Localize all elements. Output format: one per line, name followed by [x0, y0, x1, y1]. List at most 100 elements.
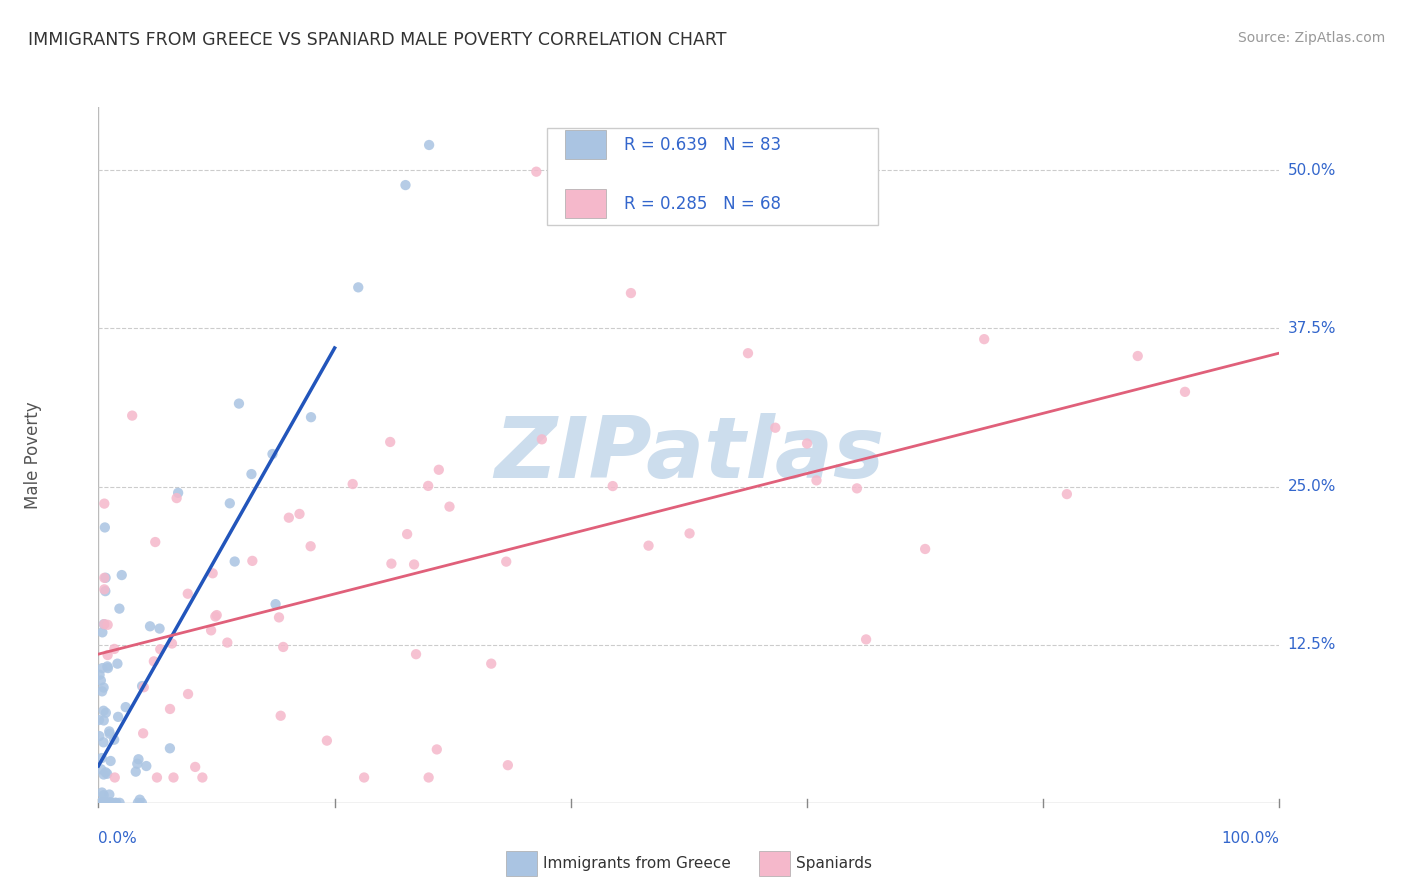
Point: [90, 796, 112, 810]
Point: [160, 636, 183, 650]
Point: [270, 708, 292, 723]
Point: [149, 642, 172, 657]
Point: [135, 759, 157, 773]
Point: [100, 796, 122, 810]
Point: [973, 332, 995, 346]
Point: [107, 710, 129, 724]
Point: [93, 582, 115, 597]
Point: [93, 681, 115, 695]
Point: [143, 535, 166, 549]
Point: [191, 771, 214, 785]
Point: [94, 765, 117, 780]
Point: [96, 659, 118, 673]
Point: [796, 436, 818, 450]
Point: [108, 601, 131, 615]
Point: [184, 760, 207, 774]
Point: [127, 752, 149, 766]
Point: [162, 771, 184, 785]
Point: [347, 280, 370, 294]
Point: [103, 642, 125, 657]
Point: [93, 497, 115, 511]
Point: [87, 713, 110, 727]
Point: [166, 491, 188, 505]
Point: [89, 796, 111, 810]
Point: [264, 597, 287, 611]
Point: [94, 520, 117, 534]
Text: R = 0.285   N = 68: R = 0.285 N = 68: [624, 194, 780, 213]
Point: [240, 467, 263, 481]
Point: [93, 796, 115, 810]
Point: [103, 732, 125, 747]
Point: [200, 624, 222, 638]
Text: Source: ZipAtlas.com: Source: ZipAtlas.com: [1237, 31, 1385, 45]
Point: [93, 714, 115, 728]
Point: [100, 796, 122, 810]
Point: [763, 421, 786, 435]
Point: [479, 657, 502, 671]
Point: [177, 587, 200, 601]
Point: [315, 733, 337, 747]
Point: [224, 555, 246, 569]
Point: [602, 479, 624, 493]
Point: [91, 684, 114, 698]
Point: [177, 687, 200, 701]
Point: [806, 474, 828, 488]
Point: [495, 555, 517, 569]
Point: [91, 785, 114, 799]
Point: [217, 635, 239, 649]
Point: [404, 558, 426, 572]
Text: 37.5%: 37.5%: [1288, 321, 1336, 336]
Point: [427, 463, 450, 477]
Point: [127, 796, 149, 810]
Text: Spaniards: Spaniards: [796, 856, 872, 871]
Point: [394, 178, 416, 192]
Point: [342, 477, 364, 491]
Point: [426, 742, 449, 756]
Point: [91, 796, 114, 810]
Point: [93, 796, 115, 810]
Point: [228, 396, 250, 410]
Point: [93, 617, 115, 632]
Point: [91, 661, 114, 675]
Point: [94, 706, 117, 720]
Point: [89, 796, 111, 810]
Point: [93, 796, 115, 810]
Point: [100, 796, 122, 810]
Point: [262, 447, 284, 461]
Point: [132, 680, 155, 694]
Point: [148, 622, 170, 636]
Point: [121, 409, 143, 423]
Point: [159, 741, 181, 756]
Point: [637, 539, 659, 553]
Point: [90, 796, 112, 810]
Point: [418, 138, 440, 153]
FancyBboxPatch shape: [565, 130, 606, 159]
Point: [439, 500, 461, 514]
Point: [218, 496, 240, 510]
Point: [205, 608, 228, 623]
Point: [271, 640, 294, 654]
Point: [131, 796, 153, 810]
Point: [114, 700, 136, 714]
Point: [1056, 487, 1078, 501]
Text: Immigrants from Greece: Immigrants from Greece: [543, 856, 731, 871]
Point: [98, 727, 121, 741]
Point: [620, 286, 643, 301]
Point: [105, 796, 128, 810]
FancyBboxPatch shape: [547, 128, 877, 226]
Text: R = 0.639   N = 83: R = 0.639 N = 83: [624, 136, 782, 153]
Point: [128, 792, 150, 806]
Text: 50.0%: 50.0%: [1288, 163, 1336, 178]
Point: [104, 796, 127, 810]
Point: [530, 433, 553, 447]
Point: [94, 796, 117, 810]
Point: [299, 539, 322, 553]
Point: [737, 346, 759, 360]
Point: [91, 796, 114, 810]
Point: [418, 479, 440, 493]
Point: [93, 617, 115, 632]
Point: [93, 735, 115, 749]
Point: [1126, 349, 1149, 363]
Point: [108, 796, 131, 810]
Point: [125, 764, 148, 779]
